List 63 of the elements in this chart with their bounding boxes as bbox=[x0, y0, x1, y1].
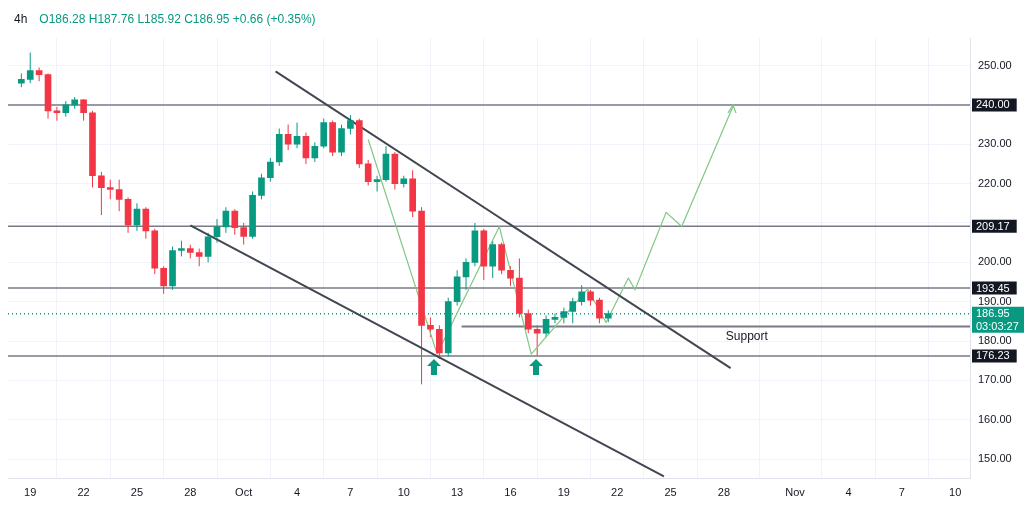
candlestick bbox=[35, 67, 43, 82]
y-tick-label: 150.00 bbox=[978, 452, 1012, 465]
x-tick-label: 19 bbox=[557, 486, 570, 499]
candlestick bbox=[596, 297, 603, 324]
candlestick bbox=[373, 175, 381, 192]
candlestick bbox=[427, 316, 434, 338]
candlestick bbox=[80, 98, 87, 122]
x-tick-label: 10 bbox=[949, 486, 962, 499]
candlestick bbox=[533, 324, 541, 357]
candlestick bbox=[26, 52, 34, 84]
candlestick bbox=[542, 314, 550, 338]
y-tick-label: 170.00 bbox=[978, 373, 1012, 386]
candlestick bbox=[347, 114, 354, 135]
candlestick bbox=[489, 240, 497, 279]
y-tick-label: 160.00 bbox=[978, 412, 1012, 425]
x-tick-label: 7 bbox=[347, 486, 354, 499]
candlestick bbox=[240, 222, 248, 246]
ref-line-label: 186.95 03:03:27 bbox=[976, 306, 1019, 332]
candlestick bbox=[524, 309, 532, 334]
ref-line-label: 209.17 bbox=[976, 219, 1010, 232]
x-tick-label: 28 bbox=[717, 486, 731, 499]
candlestick bbox=[267, 157, 274, 183]
y-tick-label: 200.00 bbox=[978, 255, 1012, 268]
candlestick bbox=[231, 208, 239, 236]
candlestick bbox=[106, 179, 114, 200]
y-tick-label: 220.00 bbox=[978, 176, 1012, 189]
x-tick-label: 25 bbox=[664, 486, 677, 499]
x-tick-label: 7 bbox=[898, 486, 905, 499]
x-tick-label: Nov bbox=[785, 486, 806, 499]
ref-line-label: 193.45 bbox=[976, 281, 1010, 294]
ref-line-label: 176.23 bbox=[976, 349, 1010, 362]
x-tick-label: 28 bbox=[184, 486, 197, 499]
candlestick bbox=[160, 265, 167, 295]
text: O186.28 H187.76 L185.92 C186.95 +0.66 (+0.35%) bbox=[39, 12, 316, 27]
candlestick bbox=[53, 106, 61, 122]
x-tick-label: 13 bbox=[451, 486, 464, 499]
x-tick-label: 4 bbox=[845, 486, 852, 499]
series-label: Support bbox=[725, 328, 769, 343]
y-tick-label: 180.00 bbox=[978, 334, 1012, 347]
candlestick bbox=[258, 173, 265, 200]
candlestick bbox=[551, 313, 559, 324]
candlestick bbox=[569, 297, 577, 324]
x-tick-label: 16 bbox=[504, 486, 517, 499]
candlestick bbox=[578, 284, 585, 307]
x-tick-label: 22 bbox=[611, 486, 624, 499]
candlestick bbox=[284, 124, 292, 151]
candlestick bbox=[115, 179, 123, 212]
candlestick bbox=[98, 171, 105, 216]
x-tick-label: 25 bbox=[130, 486, 144, 499]
chart-title: 4h bbox=[14, 12, 28, 27]
y-tick-label: 230.00 bbox=[978, 137, 1012, 150]
candlestick bbox=[204, 232, 212, 263]
x-tick-label: 22 bbox=[77, 486, 90, 499]
y-tick-label: 250.00 bbox=[978, 58, 1012, 71]
candlestick bbox=[293, 122, 301, 149]
x-tick-label: 4 bbox=[293, 486, 301, 499]
x-tick-label: 10 bbox=[397, 486, 410, 499]
x-tick-label: 19 bbox=[24, 486, 37, 499]
x-tick-label: Oct bbox=[235, 486, 253, 499]
candlestick bbox=[364, 159, 372, 187]
ref-line-label: 240.00 bbox=[976, 98, 1010, 111]
y-tick-label: 190.00 bbox=[978, 294, 1012, 307]
candlestick bbox=[507, 265, 514, 287]
